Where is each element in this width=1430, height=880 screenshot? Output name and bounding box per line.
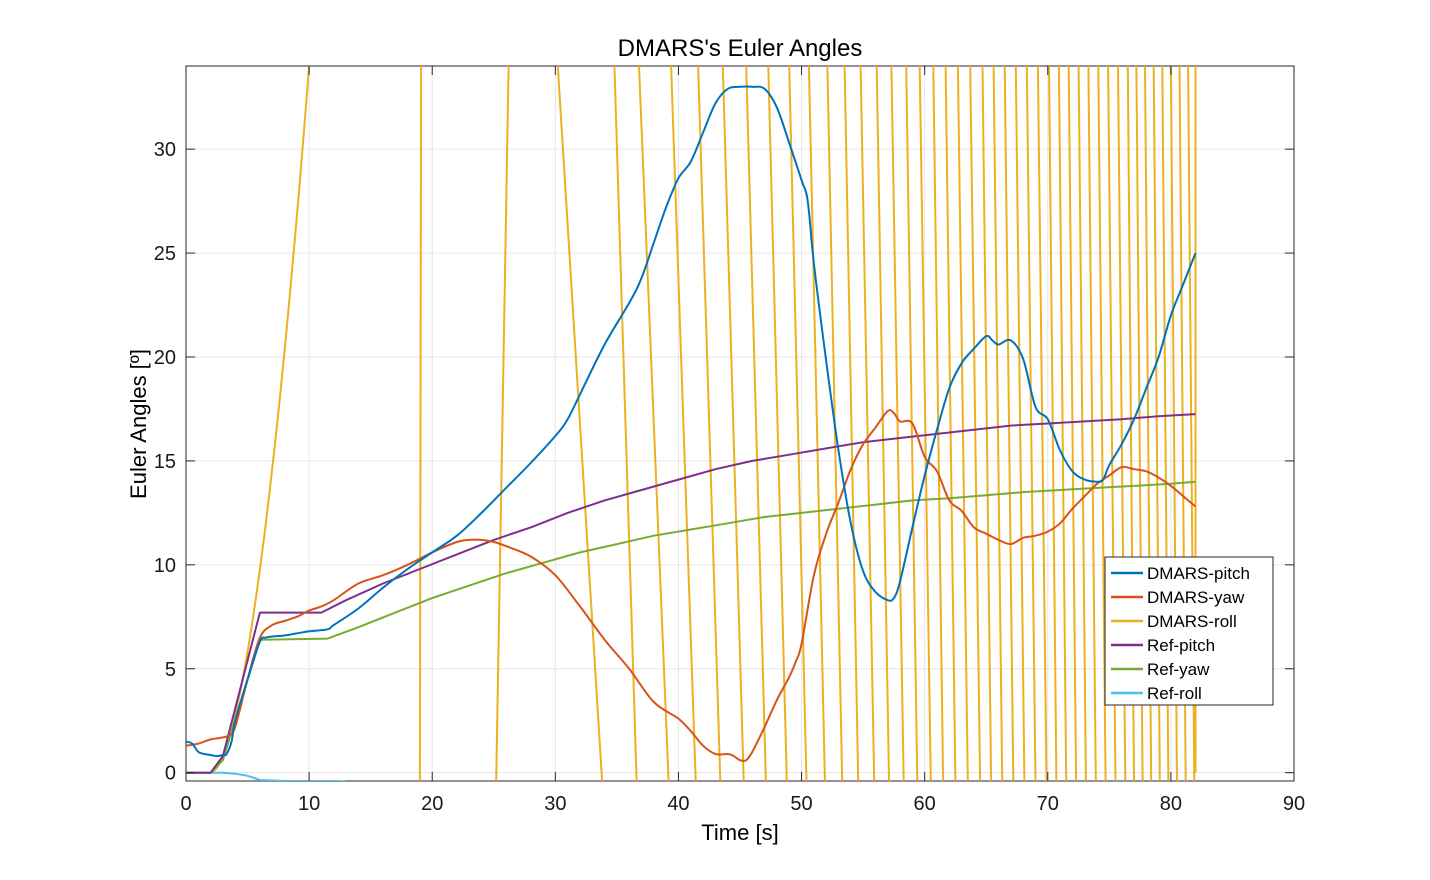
legend-label-dmars-pitch: DMARS-pitch: [1147, 564, 1250, 583]
series-line-dmars-roll: [1067, 66, 1078, 781]
y-tick-label: 30: [154, 139, 176, 161]
y-tick-label: 25: [154, 243, 176, 265]
series-line-dmars-roll: [1014, 66, 1026, 781]
series-line-dmars-roll: [638, 66, 670, 781]
series-line-dmars-roll: [956, 66, 969, 781]
series-line-dmars-roll: [556, 66, 604, 781]
series-line-dmars-roll: [843, 66, 860, 781]
series-line-dmars-roll: [1097, 66, 1107, 781]
series-line-dmars-roll: [721, 66, 745, 781]
x-tick-label: 20: [421, 793, 443, 815]
series-line-dmars-roll: [918, 66, 932, 781]
x-tick-label: 80: [1160, 793, 1182, 815]
series-line-ref-yaw: [186, 480, 1196, 774]
series-line-dmars-roll: [697, 66, 722, 781]
x-tick-label: 90: [1283, 793, 1305, 815]
x-tick-label: 50: [790, 793, 812, 815]
y-tick-label: 20: [154, 347, 176, 369]
x-tick-label: 60: [914, 793, 936, 815]
y-axis-label: Euler Angles [º]: [126, 349, 151, 499]
series-line-dmars-roll: [418, 66, 423, 781]
series-line-dmars-roll: [859, 66, 876, 781]
series-line-dmars-roll: [875, 66, 890, 781]
y-tick-label: 10: [154, 555, 176, 577]
chart-title: DMARS's Euler Angles: [618, 35, 863, 62]
series-layer: [186, 66, 1197, 781]
series-line-dmars-roll: [613, 66, 638, 781]
series-line-dmars-pitch: [186, 85, 1197, 758]
y-tick-label: 0: [165, 763, 176, 785]
series-line-dmars-roll: [1003, 66, 1015, 781]
x-tick-label: 70: [1037, 793, 1059, 815]
series-line-dmars-roll: [670, 66, 697, 781]
legend-label-ref-roll: Ref-roll: [1147, 684, 1202, 703]
axis-ticks: 0 10 20 30 40 50 60 70 80 90 0 5 10 15 20 25 30: [154, 66, 1305, 815]
x-tick-label: 30: [544, 793, 566, 815]
series-line-dmars-roll: [788, 66, 808, 781]
series-line-dmars-roll: [210, 66, 311, 774]
plot-frame: [185, 65, 1295, 782]
series-line-dmars-roll: [992, 66, 1004, 781]
series-line-dmars-roll: [969, 66, 982, 781]
legend: DMARS-pitch DMARS-yaw DMARS-roll Ref-pitch R…: [1104, 556, 1274, 706]
legend-label-ref-pitch: Ref-pitch: [1147, 636, 1215, 655]
series-line-dmars-roll: [981, 66, 993, 781]
x-tick-label: 40: [667, 793, 689, 815]
series-line-dmars-roll: [807, 66, 826, 781]
x-axis-label: Time [s]: [701, 820, 778, 845]
legend-label-dmars-yaw: DMARS-yaw: [1147, 588, 1245, 607]
x-tick-label: 10: [298, 793, 320, 815]
series-line-dmars-roll: [767, 66, 788, 781]
series-line-dmars-yaw: [186, 409, 1197, 762]
series-line-dmars-roll: [1077, 66, 1087, 781]
series-line-dmars-roll: [1087, 66, 1097, 781]
y-tick-label: 5: [165, 659, 176, 681]
series-line-dmars-roll: [890, 66, 905, 781]
legend-label-ref-yaw: Ref-yaw: [1147, 660, 1210, 679]
series-line-dmars-roll: [745, 66, 767, 781]
series-line-dmars-roll: [944, 66, 957, 781]
series-line-dmars-roll: [495, 66, 510, 781]
x-tick-label: 0: [180, 793, 191, 815]
series-line-ref-pitch: [186, 413, 1196, 774]
y-tick-label: 15: [154, 451, 176, 473]
legend-box: [1104, 556, 1274, 706]
legend-label-dmars-roll: DMARS-roll: [1147, 612, 1237, 631]
series-line-ref-roll: [186, 771, 345, 781]
